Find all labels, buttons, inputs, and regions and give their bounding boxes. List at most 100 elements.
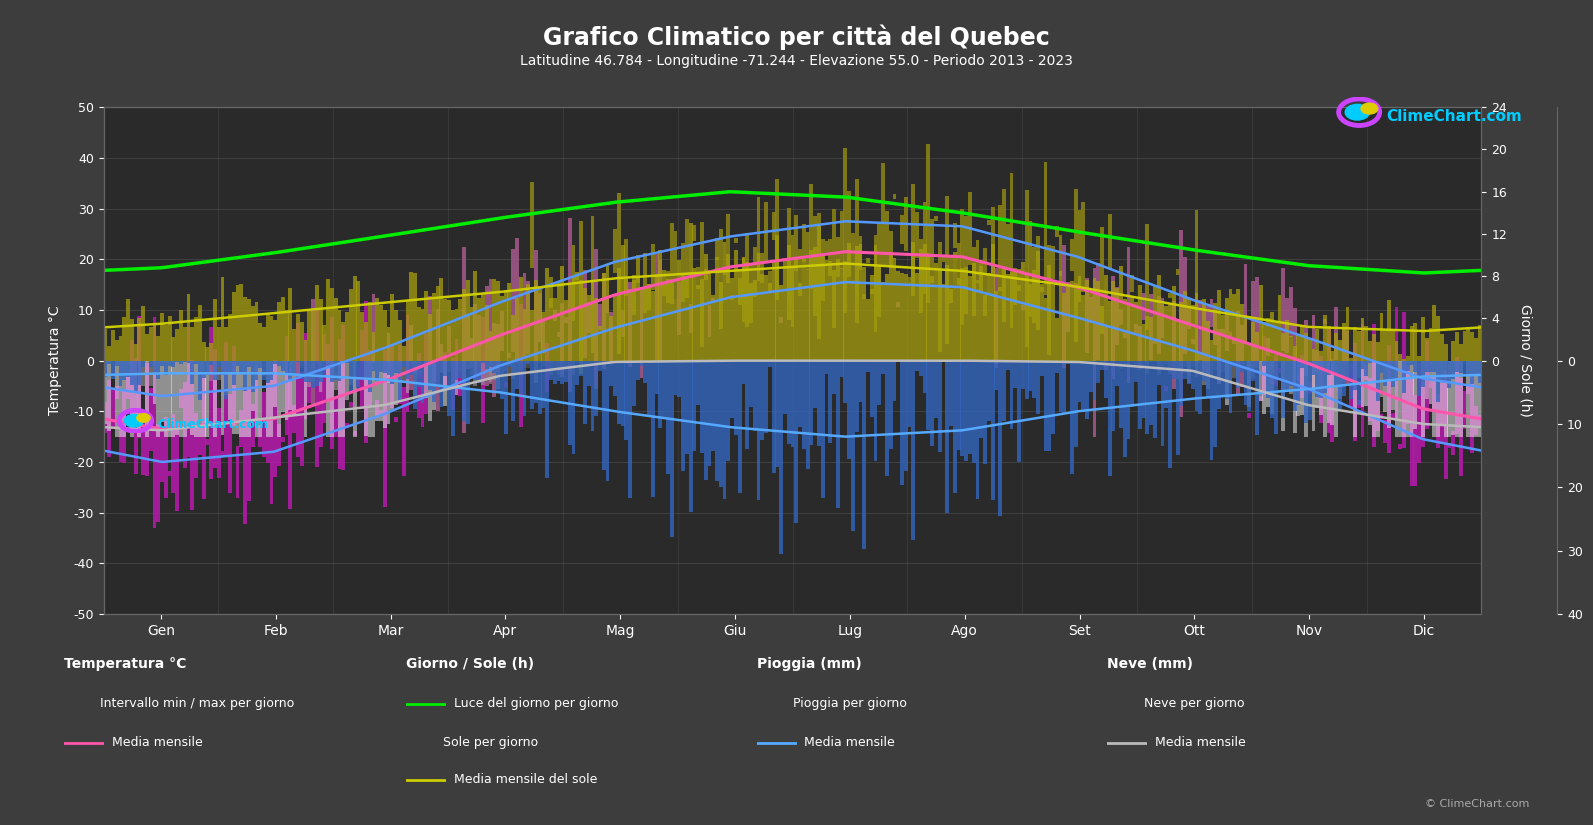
Bar	[534, 361, 538, 403]
Bar	[1233, 361, 1236, 367]
Bar	[873, 361, 878, 461]
Bar	[1137, 285, 1142, 361]
Bar	[597, 361, 602, 364]
Bar	[322, 334, 327, 422]
Bar	[1217, 361, 1222, 409]
Bar	[1187, 299, 1192, 361]
Bar	[870, 289, 873, 294]
Bar	[280, 297, 285, 361]
Bar	[980, 361, 983, 438]
Bar	[677, 260, 682, 361]
Bar	[746, 361, 749, 449]
Bar	[809, 184, 814, 289]
Bar	[202, 361, 205, 379]
Bar	[1104, 361, 1107, 364]
Bar	[186, 328, 191, 457]
Bar	[285, 336, 288, 435]
Bar	[198, 361, 202, 436]
Bar	[172, 337, 175, 361]
Bar	[183, 328, 186, 361]
Bar	[828, 238, 832, 276]
Bar	[198, 305, 202, 361]
Bar	[806, 361, 809, 469]
Bar	[1040, 287, 1043, 292]
Bar	[1300, 327, 1305, 361]
Bar	[605, 361, 610, 481]
Bar	[1380, 361, 1383, 374]
Bar	[1322, 318, 1327, 323]
Bar	[1043, 298, 1047, 361]
Bar	[658, 250, 663, 361]
Bar	[1466, 327, 1470, 361]
Bar	[870, 275, 873, 361]
Bar	[304, 333, 307, 419]
Bar	[178, 389, 183, 408]
Bar	[1360, 324, 1365, 436]
Bar	[1239, 361, 1244, 365]
Bar	[1029, 284, 1032, 361]
Bar	[655, 274, 658, 361]
Bar	[1341, 361, 1346, 385]
Bar	[1228, 361, 1233, 412]
Bar	[914, 361, 919, 371]
Bar	[768, 284, 771, 361]
Bar	[142, 421, 145, 474]
Bar	[519, 361, 523, 394]
Bar	[1289, 361, 1294, 386]
Bar	[465, 314, 470, 369]
Bar	[1462, 361, 1467, 375]
Bar	[851, 280, 855, 361]
Bar	[1470, 332, 1474, 361]
Bar	[481, 294, 484, 361]
Bar	[134, 361, 137, 392]
Bar	[975, 361, 980, 499]
Bar	[1101, 306, 1104, 361]
Bar	[209, 361, 213, 365]
Bar	[1247, 361, 1251, 411]
Bar	[299, 361, 304, 380]
Bar	[1118, 361, 1123, 369]
Bar	[417, 353, 421, 418]
Bar	[621, 361, 624, 427]
Bar	[828, 361, 832, 443]
Bar	[376, 399, 379, 417]
Bar	[190, 361, 194, 384]
Bar	[424, 291, 429, 361]
Bar	[753, 247, 757, 297]
Bar	[327, 361, 330, 436]
Bar	[1233, 339, 1236, 344]
Bar	[738, 278, 742, 304]
Bar	[107, 361, 112, 431]
Bar	[515, 299, 519, 361]
Bar	[225, 342, 228, 457]
Bar	[376, 361, 379, 380]
Bar	[583, 361, 586, 423]
Bar	[1190, 361, 1195, 367]
Bar	[658, 261, 663, 362]
Bar	[167, 361, 172, 365]
Bar	[1319, 351, 1322, 361]
Bar	[795, 361, 798, 523]
Bar	[236, 361, 239, 366]
Bar	[1070, 361, 1074, 474]
Bar	[610, 361, 613, 365]
Bar	[161, 361, 164, 366]
Text: ClimeChart.com: ClimeChart.com	[156, 418, 268, 431]
Bar	[938, 361, 941, 451]
Bar	[1394, 342, 1399, 361]
Bar	[1055, 225, 1059, 237]
Bar	[1376, 361, 1380, 401]
Bar	[809, 250, 814, 361]
Bar	[202, 342, 205, 361]
Bar	[296, 323, 299, 457]
Bar	[530, 309, 534, 361]
Bar	[153, 361, 156, 404]
Bar	[583, 288, 586, 361]
Bar	[586, 295, 591, 361]
Bar	[1349, 358, 1352, 361]
Bar	[1164, 306, 1168, 361]
Bar	[545, 361, 550, 478]
Bar	[156, 337, 161, 361]
Bar	[319, 361, 322, 382]
Bar	[624, 277, 628, 361]
